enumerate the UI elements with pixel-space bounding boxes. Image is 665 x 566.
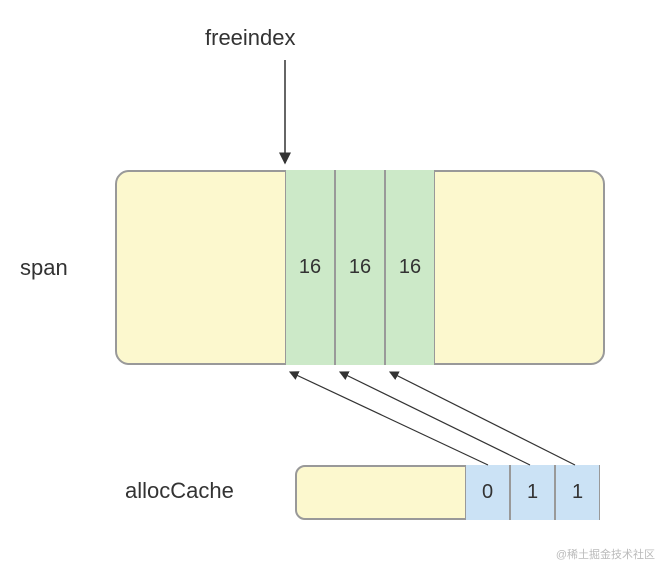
alloc-cell-0-value: 0 (482, 481, 493, 504)
alloc-cell-2: 1 (555, 465, 600, 520)
alloc-cell-0: 0 (465, 465, 510, 520)
link-arrow-2 (390, 372, 575, 465)
freeindex-label: freeindex (205, 25, 296, 51)
link-arrow-1 (340, 372, 530, 465)
alloc-cell-1-value: 1 (527, 481, 538, 504)
span-cell-0-value: 16 (299, 256, 321, 279)
span-cell-2-value: 16 (399, 256, 421, 279)
alloc-cell-2-value: 1 (572, 481, 583, 504)
alloccache-label: allocCache (125, 478, 234, 504)
span-cell-2: 16 (385, 170, 435, 365)
watermark-text: @稀土掘金技术社区 (556, 546, 655, 562)
alloc-cell-1: 1 (510, 465, 555, 520)
span-cell-1-value: 16 (349, 256, 371, 279)
span-cell-1: 16 (335, 170, 385, 365)
link-arrow-0 (290, 372, 488, 465)
span-cell-0: 16 (285, 170, 335, 365)
span-label: span (20, 255, 68, 281)
